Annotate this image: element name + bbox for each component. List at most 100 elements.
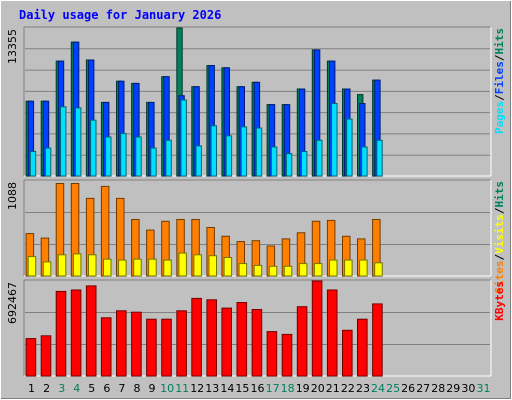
day-label: 6 — [103, 382, 110, 395]
legend-item: Sites — [493, 261, 506, 294]
day-label: 8 — [134, 382, 141, 395]
legend-item: Hits — [493, 181, 506, 208]
day-label: 12 — [190, 382, 204, 395]
max-value-label-middle: 1088 — [6, 182, 19, 210]
bar-visits-day-5 — [88, 254, 97, 277]
day-label: 23 — [356, 382, 370, 395]
bar-kbytes-day-21 — [326, 289, 338, 377]
day-label: 9 — [149, 382, 156, 395]
legend-top: Pages/Files/Hits — [493, 28, 506, 134]
day-label: 10 — [160, 382, 174, 395]
bar-kbytes-day-14 — [221, 307, 232, 377]
bar-kbytes-day-10 — [161, 318, 172, 377]
day-label: 20 — [311, 382, 325, 395]
day-label: 31 — [477, 382, 491, 395]
day-label: 21 — [326, 382, 340, 395]
bar-kbytes-day-16 — [251, 309, 263, 377]
day-label: 24 — [371, 382, 385, 395]
day-label: 17 — [266, 382, 280, 395]
chart-title: Daily usage for January 2026 — [19, 8, 221, 22]
bar-visits-day-9 — [148, 258, 157, 277]
bar-kbytes-day-5 — [85, 285, 97, 377]
day-label: 27 — [416, 382, 430, 395]
bar-pages-day-7 — [120, 133, 127, 177]
bar-visits-day-22 — [344, 259, 353, 277]
day-label: 19 — [296, 382, 310, 395]
day-label: 16 — [251, 382, 265, 395]
day-label: 14 — [220, 382, 234, 395]
bar-kbytes-day-1 — [25, 338, 37, 377]
legend-item: / — [493, 94, 506, 101]
bar-visits-day-15 — [238, 263, 248, 277]
legend-middle: Sites/Visits/Hits — [493, 181, 506, 294]
bar-pages-day-6 — [105, 136, 112, 177]
bar-pages-day-24 — [376, 139, 383, 177]
max-value-label-bottom: 692467 — [6, 282, 19, 324]
bar-kbytes-day-3 — [55, 290, 67, 377]
bar-visits-day-7 — [118, 259, 127, 277]
bar-kbytes-day-12 — [191, 297, 202, 377]
bar-pages-day-19 — [301, 151, 308, 177]
bar-kbytes-day-24 — [372, 303, 383, 377]
legend-item: / — [493, 254, 506, 261]
day-label: 13 — [205, 382, 219, 395]
day-label: 22 — [341, 382, 355, 395]
day-label: 26 — [401, 382, 415, 395]
bar-pages-day-3 — [60, 106, 67, 177]
bar-pages-day-22 — [346, 118, 353, 177]
bar-visits-day-23 — [359, 259, 368, 277]
bar-pages-day-16 — [255, 127, 263, 177]
bar-visits-day-24 — [374, 262, 383, 277]
bar-visits-day-10 — [163, 259, 172, 277]
day-label: 25 — [386, 382, 400, 395]
bar-pages-day-21 — [331, 103, 338, 177]
bar-visits-day-20 — [313, 263, 323, 277]
bar-visits-day-14 — [223, 257, 233, 277]
bar-kbytes-day-18 — [281, 333, 293, 377]
bar-visits-day-8 — [133, 258, 142, 277]
bar-pages-day-17 — [270, 146, 278, 177]
panel-top: 13355 Pages/Files/Hits — [6, 26, 506, 177]
day-label: 4 — [73, 382, 80, 395]
bar-kbytes-day-4 — [70, 289, 82, 377]
bar-kbytes-day-7 — [116, 310, 127, 377]
day-label: 15 — [235, 382, 249, 395]
bar-pages-day-2 — [44, 147, 52, 177]
legend-item: / — [493, 207, 506, 214]
day-label: 3 — [58, 382, 65, 395]
bar-kbytes-day-17 — [266, 331, 278, 377]
bar-visits-day-3 — [57, 254, 67, 277]
bar-kbytes-day-19 — [296, 306, 308, 377]
bar-pages-day-13 — [210, 125, 218, 177]
bar-pages-day-14 — [225, 135, 233, 177]
day-label: 18 — [281, 382, 295, 395]
bar-kbytes-day-23 — [357, 318, 368, 377]
day-label: 30 — [461, 382, 475, 395]
legend-item: / — [493, 54, 506, 61]
legend-item: Visits — [493, 214, 506, 254]
day-label: 1 — [28, 382, 35, 395]
bar-visits-day-17 — [268, 265, 278, 277]
bar-pages-day-23 — [361, 146, 368, 177]
bar-visits-day-1 — [27, 256, 37, 277]
bar-pages-day-9 — [150, 147, 157, 177]
day-label: 11 — [175, 382, 189, 395]
bar-kbytes-day-2 — [40, 335, 52, 377]
panel-bottom: 692467 KBytes — [6, 279, 506, 377]
legend-item: KBytes — [493, 281, 506, 321]
bar-kbytes-day-11 — [176, 310, 187, 377]
legend-item: Pages — [493, 101, 506, 134]
bar-pages-day-8 — [135, 136, 142, 177]
bar-pages-day-5 — [90, 119, 97, 177]
day-label: 28 — [431, 382, 445, 395]
legend-bottom: KBytes — [493, 281, 506, 321]
day-label: 5 — [88, 382, 95, 395]
bar-visits-day-2 — [42, 261, 52, 277]
bar-kbytes-day-15 — [236, 302, 248, 377]
bar-pages-day-18 — [285, 153, 293, 177]
bar-visits-day-18 — [283, 265, 293, 277]
day-label: 2 — [43, 382, 50, 395]
max-value-label-top: 13355 — [6, 29, 19, 64]
bar-visits-day-11 — [178, 252, 187, 277]
